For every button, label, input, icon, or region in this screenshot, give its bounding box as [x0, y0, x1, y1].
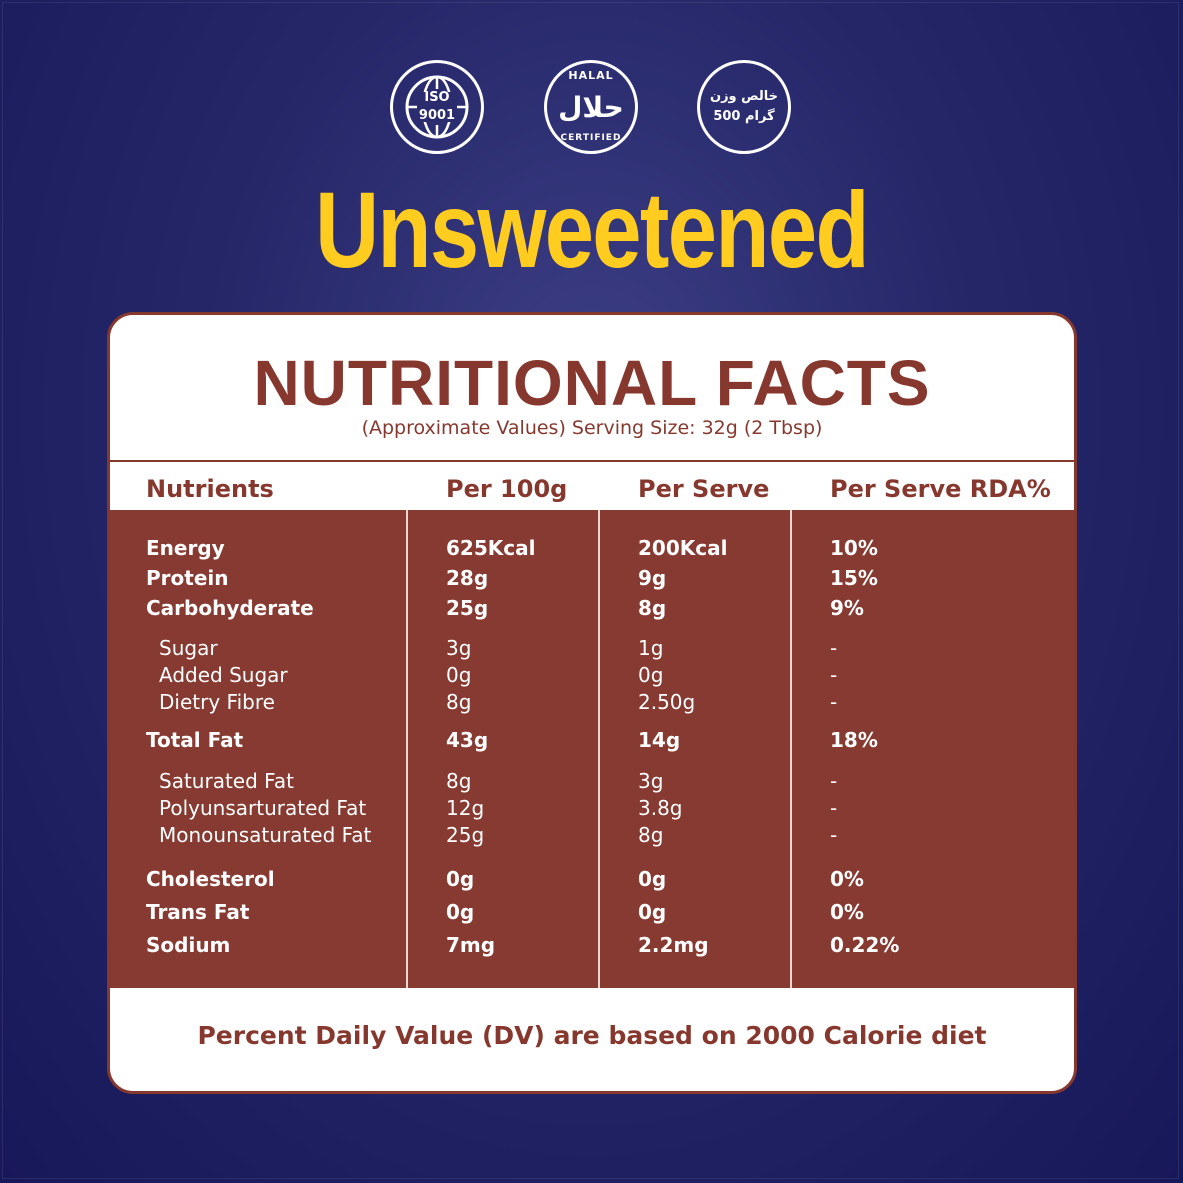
- header-per-serve: Per Serve: [638, 475, 770, 503]
- rda-value: -: [830, 796, 838, 820]
- nutrient-name: Trans Fat: [146, 900, 250, 924]
- nutrient-name: Monounsaturated Fat: [159, 823, 372, 847]
- rda-value: -: [830, 690, 838, 714]
- column-divider: [790, 510, 792, 988]
- per-serve-value: 14g: [638, 728, 681, 752]
- per-serve-value: 0g: [638, 900, 667, 924]
- halal-seal-icon: حلال: [558, 90, 624, 124]
- column-divider: [406, 510, 408, 988]
- rda-value: 0.22%: [830, 933, 900, 957]
- nutrient-name: Saturated Fat: [159, 769, 294, 793]
- iso-label: ISO: [424, 90, 450, 105]
- weight-badge: خالص وزن 500 گرام: [697, 60, 791, 154]
- daily-value-note: Percent Daily Value (DV) are based on 20…: [197, 1021, 987, 1050]
- card-subtitle: (Approximate Values) Serving Size: 32g (…: [361, 417, 823, 439]
- card-title: NUTRITIONAL FACTS: [253, 347, 931, 419]
- header-rule: [110, 460, 1074, 462]
- rda-value: -: [830, 769, 838, 793]
- nutrient-name: Carbohyderate: [146, 596, 314, 620]
- per-100g-value: 7mg: [446, 933, 496, 957]
- nutrient-name: Dietry Fibre: [159, 690, 275, 714]
- per-100g-value: 8g: [446, 690, 472, 714]
- headline: Unsweetened: [315, 169, 869, 290]
- column-divider: [598, 510, 600, 988]
- per-100g-value: 0g: [446, 663, 472, 687]
- rda-value: 9%: [830, 596, 864, 620]
- header-per-100g: Per 100g: [446, 475, 568, 503]
- header-nutrients: Nutrients: [146, 475, 274, 503]
- iso-badge: ISO 9001: [390, 60, 484, 154]
- per-serve-value: 3.8g: [638, 796, 683, 820]
- halal-bottom-text: CERTIFIED: [560, 133, 622, 143]
- per-100g-value: 0g: [446, 867, 475, 891]
- nutrient-name: Added Sugar: [159, 663, 288, 687]
- per-serve-value: 2.50g: [638, 690, 696, 714]
- nutrient-name: Sodium: [146, 933, 231, 957]
- rda-value: 15%: [830, 566, 878, 590]
- per-100g-value: 28g: [446, 566, 489, 590]
- nutrient-name: Protein: [146, 566, 229, 590]
- per-100g-value: 25g: [446, 596, 489, 620]
- per-serve-value: 0g: [638, 867, 667, 891]
- per-serve-value: 9g: [638, 566, 667, 590]
- nutrient-name: Energy: [146, 536, 225, 560]
- halal-top-text: HALAL: [568, 69, 614, 82]
- weight-seal-line1: خالص وزن: [709, 89, 779, 104]
- header-rda: Per Serve RDA%: [830, 475, 1051, 503]
- rda-value: 0%: [830, 867, 864, 891]
- weight-seal-line2: 500 گرام: [713, 109, 775, 124]
- iso-number: 9001: [418, 108, 456, 123]
- nutrient-name: Cholesterol: [146, 867, 275, 891]
- per-100g-value: 8g: [446, 769, 472, 793]
- per-serve-value: 1g: [638, 636, 664, 660]
- per-serve-value: 0g: [638, 663, 664, 687]
- rda-value: -: [830, 636, 838, 660]
- per-100g-value: 3g: [446, 636, 472, 660]
- halal-badge: HALAL حلال CERTIFIED: [544, 60, 638, 154]
- per-100g-value: 625Kcal: [446, 536, 536, 560]
- per-serve-value: 8g: [638, 596, 667, 620]
- rda-value: 0%: [830, 900, 864, 924]
- per-100g-value: 12g: [446, 796, 485, 820]
- per-serve-value: 3g: [638, 769, 664, 793]
- rda-value: -: [830, 823, 838, 847]
- nutrition-card: NUTRITIONAL FACTS (Approximate Values) S…: [107, 312, 1077, 1094]
- per-100g-value: 0g: [446, 900, 475, 924]
- nutrition-table: Energy 625Kcal 200Kcal 10% Protein 28g 9g 15% Ca…: [110, 510, 1074, 988]
- rda-value: 18%: [830, 728, 878, 752]
- certification-badges: ISO 9001 HALAL حلال CERTIFIED خالص وزن 5…: [0, 60, 1183, 160]
- nutrient-name: Total Fat: [146, 728, 244, 752]
- per-serve-value: 200Kcal: [638, 536, 728, 560]
- globe-icon: [405, 75, 469, 139]
- per-100g-value: 43g: [446, 728, 489, 752]
- per-serve-value: 2.2mg: [638, 933, 709, 957]
- per-100g-value: 25g: [446, 823, 485, 847]
- per-serve-value: 8g: [638, 823, 664, 847]
- rda-value: 10%: [830, 536, 878, 560]
- nutrient-name: Sugar: [159, 636, 218, 660]
- rda-value: -: [830, 663, 838, 687]
- nutrient-name: Polyunsarturated Fat: [159, 796, 367, 820]
